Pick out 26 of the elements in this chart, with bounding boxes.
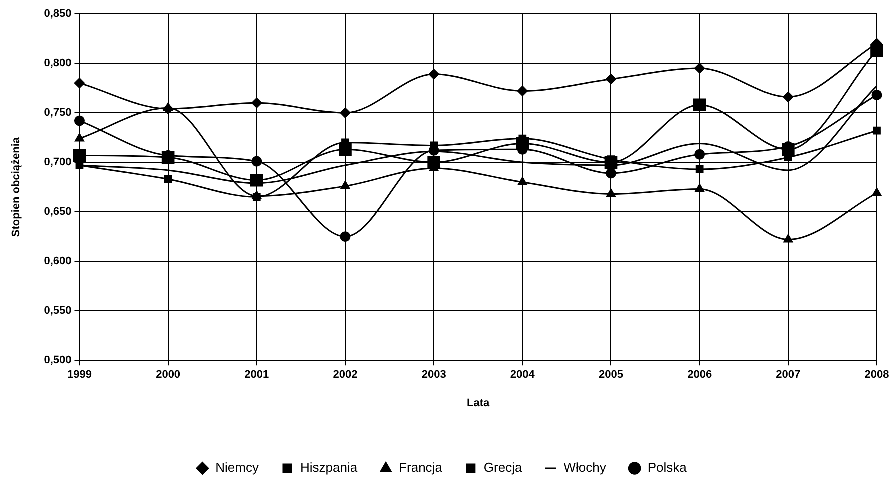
y-axis-title: Stopien obciążenia <box>10 136 23 238</box>
legend-label: Grecja <box>484 460 523 476</box>
y-tick-label: 0,650 <box>44 206 72 218</box>
x-tick-label: 2008 <box>864 369 890 382</box>
y-tick-label: 0,500 <box>44 354 72 367</box>
x-tick-label: 2004 <box>510 369 536 382</box>
legend-label: Hiszpania <box>300 460 358 476</box>
legend-label: Niemcy <box>216 460 260 476</box>
x-tick-label: 1999 <box>67 369 92 382</box>
y-tick-label: 0,600 <box>44 256 72 268</box>
x-tick-label: 2002 <box>333 369 358 382</box>
x-tick-label: 2005 <box>599 369 624 382</box>
x-tick-label: 2001 <box>244 369 270 382</box>
y-tick-label: 0,750 <box>44 107 72 120</box>
x-tick-label: 2006 <box>688 369 712 382</box>
x-tick-label: 2007 <box>776 369 801 382</box>
y-tick-label: 0,550 <box>44 305 72 318</box>
y-tick-label: 0,700 <box>44 156 72 169</box>
legend-label: Francja <box>399 460 444 476</box>
legend-label: Polska <box>648 460 688 476</box>
x-axis-title: Lata <box>467 397 491 410</box>
x-tick-label: 2003 <box>422 369 446 382</box>
y-tick-label: 0,850 <box>44 8 72 20</box>
legend-label: Włochy <box>564 460 607 476</box>
y-tick-label: 0,800 <box>44 58 72 70</box>
x-tick-label: 2000 <box>156 369 181 382</box>
